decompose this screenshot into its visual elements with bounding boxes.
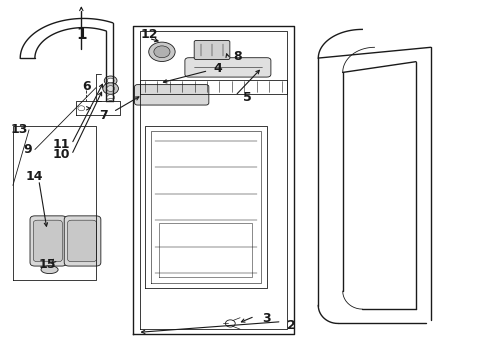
Circle shape	[104, 76, 117, 85]
FancyBboxPatch shape	[68, 220, 97, 262]
FancyBboxPatch shape	[64, 216, 101, 266]
Text: 11: 11	[53, 138, 71, 150]
Text: 8: 8	[233, 50, 242, 63]
Text: 2: 2	[287, 319, 296, 332]
Circle shape	[78, 106, 85, 111]
Circle shape	[149, 42, 175, 62]
Text: 3: 3	[263, 311, 271, 325]
Circle shape	[107, 78, 114, 83]
Text: 5: 5	[243, 91, 252, 104]
Circle shape	[154, 46, 170, 58]
FancyBboxPatch shape	[135, 85, 209, 105]
Text: 12: 12	[141, 28, 158, 41]
Text: 14: 14	[25, 170, 43, 183]
Circle shape	[103, 83, 119, 94]
FancyBboxPatch shape	[194, 41, 230, 59]
Ellipse shape	[41, 266, 58, 274]
Text: 1: 1	[76, 27, 87, 42]
Text: 9: 9	[23, 143, 32, 156]
Text: 13: 13	[11, 123, 28, 136]
FancyBboxPatch shape	[30, 216, 67, 266]
Circle shape	[225, 320, 235, 327]
Text: 15: 15	[38, 258, 56, 271]
Text: 4: 4	[214, 62, 222, 75]
Text: 7: 7	[99, 109, 108, 122]
Circle shape	[107, 95, 115, 100]
FancyBboxPatch shape	[33, 220, 62, 262]
Text: 6: 6	[82, 80, 91, 93]
Text: 10: 10	[53, 148, 71, 161]
FancyBboxPatch shape	[185, 58, 271, 77]
Circle shape	[107, 86, 115, 91]
